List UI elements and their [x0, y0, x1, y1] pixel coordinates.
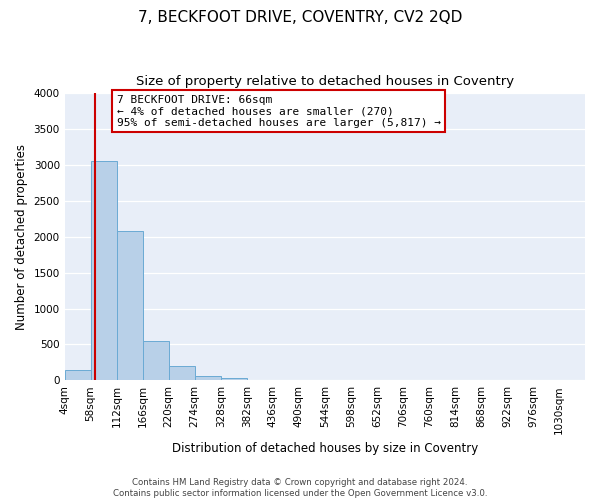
Text: Contains HM Land Registry data © Crown copyright and database right 2024.
Contai: Contains HM Land Registry data © Crown c… — [113, 478, 487, 498]
Text: 7 BECKFOOT DRIVE: 66sqm
← 4% of detached houses are smaller (270)
95% of semi-de: 7 BECKFOOT DRIVE: 66sqm ← 4% of detached… — [117, 95, 441, 128]
Bar — [169, 366, 195, 380]
Bar — [65, 370, 91, 380]
Bar — [143, 341, 169, 380]
Y-axis label: Number of detached properties: Number of detached properties — [15, 144, 28, 330]
Bar — [195, 376, 221, 380]
Bar — [91, 162, 117, 380]
Bar — [221, 378, 247, 380]
Title: Size of property relative to detached houses in Coventry: Size of property relative to detached ho… — [136, 75, 514, 88]
Text: 7, BECKFOOT DRIVE, COVENTRY, CV2 2QD: 7, BECKFOOT DRIVE, COVENTRY, CV2 2QD — [138, 10, 462, 25]
X-axis label: Distribution of detached houses by size in Coventry: Distribution of detached houses by size … — [172, 442, 478, 455]
Bar — [117, 231, 143, 380]
